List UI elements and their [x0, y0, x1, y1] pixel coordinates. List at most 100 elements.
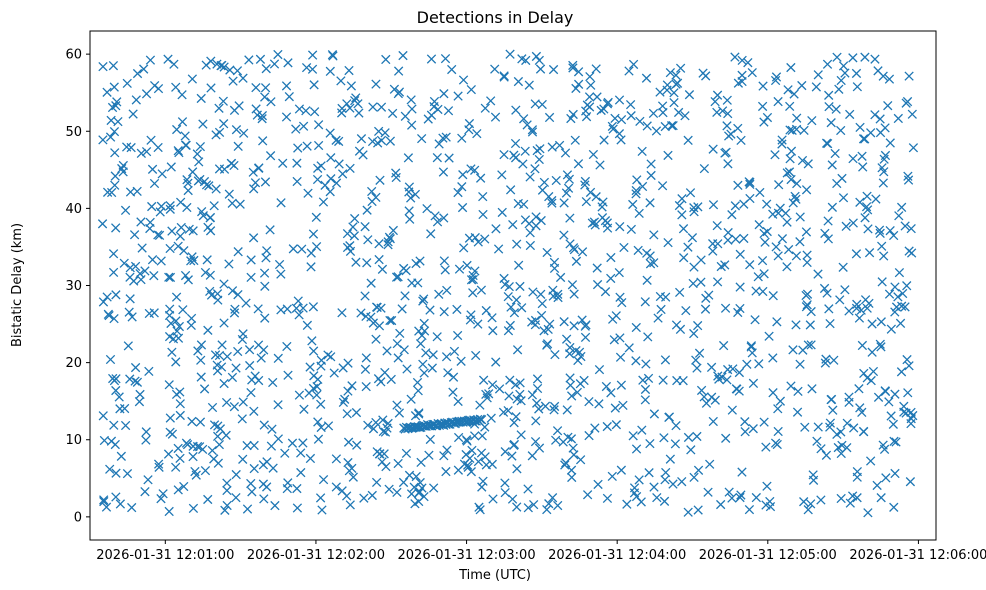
data-point	[902, 281, 912, 291]
data-point	[199, 176, 210, 187]
data-point	[683, 242, 693, 252]
data-point	[547, 198, 557, 208]
data-point	[611, 420, 622, 430]
data-point	[531, 51, 542, 62]
data-point	[768, 209, 778, 219]
data-point	[862, 205, 873, 215]
data-point	[616, 114, 627, 125]
data-point	[510, 153, 521, 163]
data-point	[166, 318, 176, 329]
data-point	[712, 107, 722, 118]
data-point	[631, 444, 642, 454]
data-point	[276, 198, 286, 208]
data-point	[128, 109, 138, 119]
data-point	[457, 133, 467, 143]
data-point	[466, 84, 476, 95]
data-point	[318, 197, 329, 207]
data-point	[147, 201, 157, 212]
data-point	[524, 80, 534, 90]
data-point	[147, 255, 158, 265]
data-point	[852, 472, 862, 482]
y-tick-label: 0	[74, 510, 82, 525]
data-point	[573, 355, 583, 366]
data-point	[381, 54, 391, 65]
data-point	[635, 116, 645, 127]
data-point	[540, 401, 551, 411]
data-point	[581, 196, 592, 207]
data-point	[241, 298, 251, 308]
data-point	[619, 242, 629, 253]
data-point	[233, 346, 243, 357]
data-point	[388, 225, 398, 236]
data-point	[801, 290, 811, 301]
data-point	[303, 188, 313, 198]
data-point	[512, 345, 523, 355]
data-point	[393, 353, 403, 363]
data-point	[797, 80, 807, 91]
data-point	[427, 363, 437, 373]
data-point	[173, 241, 183, 251]
data-point	[674, 200, 685, 211]
data-point	[198, 119, 208, 129]
data-point	[121, 142, 132, 152]
data-point	[744, 504, 755, 515]
data-point	[175, 453, 185, 464]
data-point	[549, 405, 559, 415]
data-point	[696, 385, 707, 396]
data-point	[351, 93, 361, 103]
y-tick-label: 60	[65, 48, 82, 63]
data-point	[507, 451, 517, 461]
data-point	[342, 409, 352, 419]
data-point	[592, 263, 602, 273]
data-point	[821, 450, 832, 460]
data-point	[783, 85, 793, 95]
data-point	[803, 159, 813, 169]
data-point	[571, 256, 582, 266]
data-point	[601, 381, 612, 392]
data-point	[194, 442, 205, 452]
data-point	[617, 297, 627, 308]
data-point	[173, 146, 183, 156]
data-point	[291, 303, 302, 313]
data-point	[606, 252, 616, 263]
data-point	[584, 430, 594, 441]
data-point	[537, 99, 547, 110]
data-point	[108, 267, 119, 278]
data-point	[136, 148, 146, 158]
data-point	[870, 110, 880, 120]
data-point	[751, 492, 761, 503]
data-point	[714, 374, 724, 384]
data-point	[247, 487, 257, 497]
data-point	[165, 204, 175, 214]
data-point	[137, 243, 147, 253]
data-point	[312, 390, 322, 400]
data-point	[313, 163, 323, 173]
data-point	[534, 55, 544, 66]
data-point	[721, 433, 731, 443]
data-point	[200, 267, 211, 278]
data-point	[468, 270, 478, 281]
data-point	[788, 198, 798, 208]
data-point	[350, 213, 360, 224]
data-point	[282, 341, 292, 352]
data-point	[717, 106, 728, 116]
data-point	[762, 112, 773, 123]
data-point	[880, 123, 890, 133]
data-point	[716, 499, 726, 510]
data-point	[371, 302, 382, 312]
data-point	[862, 373, 872, 383]
data-point	[537, 298, 547, 309]
data-point	[470, 165, 480, 175]
data-point	[266, 97, 276, 107]
data-point	[561, 188, 572, 198]
data-point	[135, 389, 145, 400]
data-point	[368, 424, 379, 434]
data-point	[602, 421, 612, 432]
data-point	[265, 225, 275, 235]
data-point	[448, 387, 458, 397]
data-point	[673, 107, 684, 118]
data-point	[457, 182, 467, 192]
data-point	[722, 364, 733, 375]
data-point	[581, 320, 591, 330]
data-point	[552, 426, 563, 436]
